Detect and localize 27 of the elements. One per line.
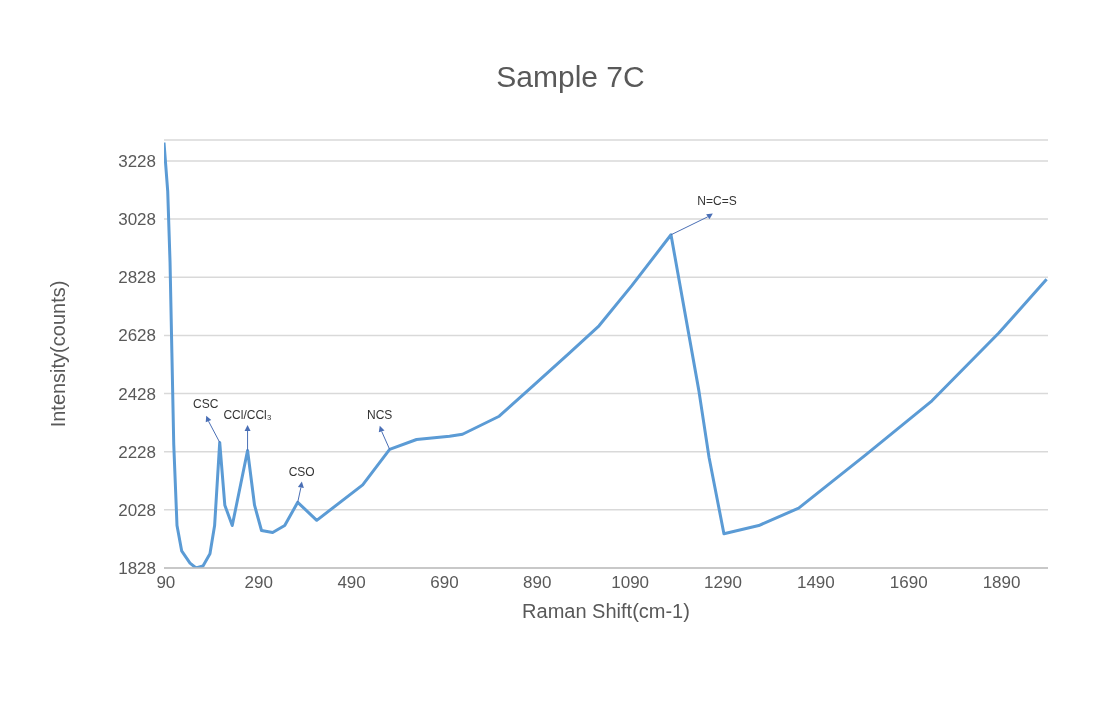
annotation: CSO [288, 465, 315, 480]
x-tick-label: 1690 [889, 573, 928, 593]
x-tick-label: 1890 [982, 573, 1021, 593]
x-tick-label: 90 [156, 573, 176, 593]
y-tick-label: 2628 [118, 326, 156, 346]
x-tick-label: 1290 [704, 573, 742, 593]
annotation: CSC [193, 397, 219, 412]
x-tick-label: 1090 [611, 573, 650, 593]
line-series [164, 141, 1048, 568]
x-tick-label: 890 [523, 573, 552, 593]
y-tick-label: 2028 [118, 500, 156, 520]
chart-title: Sample 7C [496, 60, 645, 94]
y-tick-label: 2428 [118, 384, 156, 404]
x-axis-title: Raman Shift(cm-1) [522, 600, 690, 622]
x-tick-label: 490 [337, 573, 366, 593]
y-tick-label: 2828 [118, 268, 156, 288]
y-tick-label: 2228 [118, 442, 156, 462]
x-tick-label: 1490 [796, 573, 835, 593]
y-tick-label: 3028 [118, 210, 156, 230]
y-tick-label: 1828 [118, 559, 156, 579]
annotation: NCS [366, 408, 393, 423]
annotation: N=C=S [697, 193, 737, 208]
x-tick-label: 290 [244, 573, 273, 593]
y-tick-label: 3228 [118, 151, 156, 171]
x-tick-label: 690 [430, 573, 459, 593]
annotation: CCl/CCl₃ [223, 407, 272, 422]
y-axis-title: Intensity(counts) [47, 280, 70, 428]
